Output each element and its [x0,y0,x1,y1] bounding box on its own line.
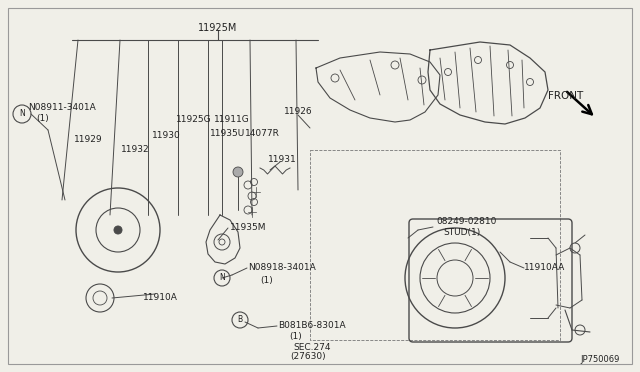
Text: N: N [19,109,25,119]
Text: 11910AA: 11910AA [524,263,565,273]
Text: FRONT: FRONT [548,91,583,101]
Text: 11926: 11926 [284,108,312,116]
Text: N08918-3401A: N08918-3401A [248,263,316,273]
Text: 11925G: 11925G [176,115,212,125]
Text: (27630): (27630) [290,353,326,362]
Text: STUD(1): STUD(1) [443,228,480,237]
Text: (1): (1) [289,333,301,341]
Text: 11925M: 11925M [198,23,237,33]
Text: 11930: 11930 [152,131,180,141]
Text: N08911-3401A: N08911-3401A [28,103,96,112]
Text: (1): (1) [260,276,273,285]
Text: 14077R: 14077R [244,128,280,138]
Text: 11910A: 11910A [143,294,177,302]
Text: (1): (1) [36,113,49,122]
Text: 08249-02810: 08249-02810 [436,218,497,227]
Text: 11911G: 11911G [214,115,250,125]
Text: 11929: 11929 [74,135,102,144]
Circle shape [233,167,243,177]
Text: 11932: 11932 [121,145,149,154]
Text: 11935U: 11935U [211,128,246,138]
Text: 11931: 11931 [268,155,296,164]
Text: B: B [237,315,243,324]
Text: SEC.274: SEC.274 [293,343,330,352]
Text: B081B6-8301A: B081B6-8301A [278,321,346,330]
Text: N: N [219,273,225,282]
Circle shape [114,226,122,234]
Text: JP750069: JP750069 [580,356,620,365]
Text: 11935M: 11935M [230,224,266,232]
